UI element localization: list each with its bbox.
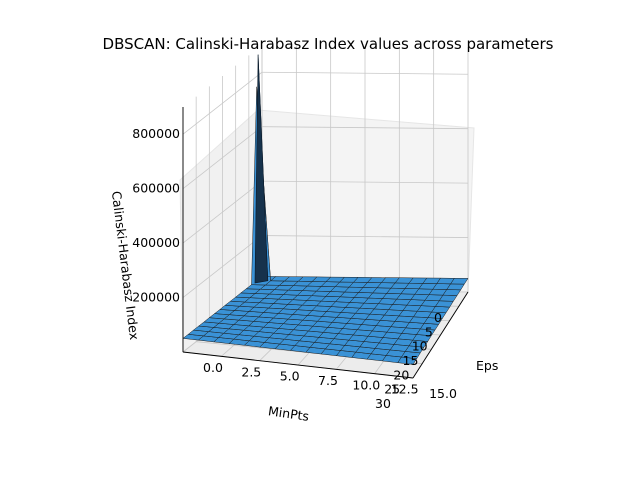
x-tick-label: 0 — [434, 310, 442, 325]
y-tick-label: 0.0 — [203, 360, 223, 375]
side-grid-z — [182, 126, 263, 189]
x-tick-label: 30 — [375, 396, 391, 411]
side-grid-z — [182, 180, 263, 244]
x-tick-label: 25 — [384, 382, 400, 397]
back-grid-z — [261, 180, 469, 184]
x-axis-label: MinPts — [267, 403, 310, 424]
y-tick-label: 12.5 — [391, 382, 419, 397]
x-tick-label: 15 — [403, 353, 419, 368]
z-tick-label: 800000 — [132, 126, 180, 141]
z-tick-label: 200000 — [132, 290, 180, 305]
y-tick-label: 2.5 — [241, 364, 261, 379]
z-tick-label: 400000 — [132, 235, 180, 250]
y-tick-label: 7.5 — [318, 373, 338, 388]
axes — [182, 107, 469, 379]
y-tick-label: 10.0 — [352, 377, 380, 392]
y-axis-label: Eps — [476, 358, 498, 373]
pane-back-wall — [257, 109, 475, 293]
y-axis-line — [182, 351, 414, 379]
z-axis-label: Calinski-Harabasz Index — [109, 190, 142, 341]
x-tick-label: 10 — [412, 339, 428, 354]
y-tick-label: 15.0 — [429, 386, 457, 401]
x-axis-line — [412, 291, 469, 379]
z-tick-label: 600000 — [132, 181, 180, 196]
back-grid-z — [261, 235, 469, 238]
surface-mesh — [182, 54, 469, 365]
back-grid-z — [261, 126, 469, 130]
side-grid-z — [182, 71, 263, 135]
side-grid-z — [182, 235, 263, 298]
x-tick-label: 20 — [393, 367, 409, 382]
back-grid-z — [261, 71, 469, 75]
y-tick-label: 5.0 — [280, 369, 300, 384]
chart-title: DBSCAN: Calinski-Harabasz Index values a… — [103, 35, 554, 53]
x-tick-label: 5 — [425, 324, 433, 339]
surface-peak-side — [254, 54, 269, 284]
